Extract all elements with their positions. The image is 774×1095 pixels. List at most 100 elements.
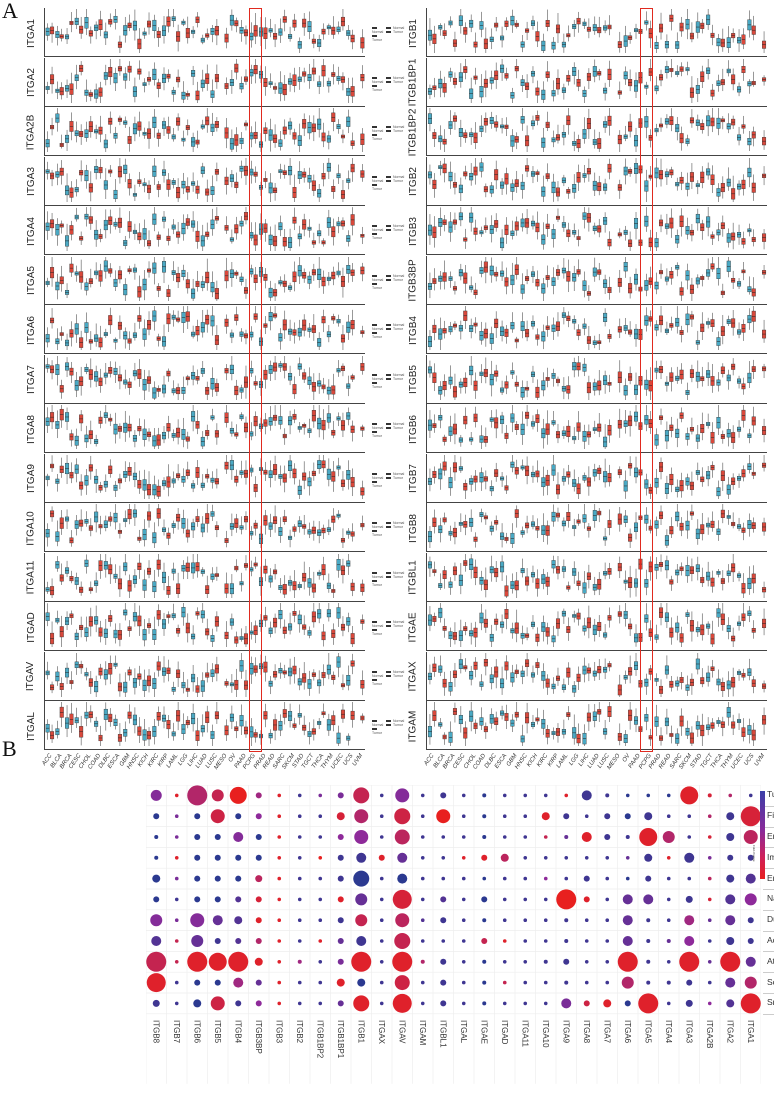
dot: [214, 854, 221, 861]
dot: [174, 793, 179, 798]
dot: [707, 814, 712, 818]
dot: [622, 915, 633, 926]
dot: [420, 856, 425, 860]
dot: [255, 792, 262, 799]
dot: [397, 852, 408, 863]
gene-label: ITGAM: [417, 1019, 427, 1046]
dot: [583, 1000, 590, 1007]
normal-tumor-legend: Normal Tumor: [372, 521, 383, 537]
dot: [543, 918, 548, 922]
dot: [621, 976, 634, 989]
dot: [500, 853, 509, 862]
dot: [666, 980, 671, 985]
boxplot-facet: ITGA10 Normal Tumor: [22, 501, 383, 555]
gene-label: ITGB5: [212, 1019, 222, 1043]
gene-label: ITGA9: [561, 1019, 571, 1043]
dot: [744, 893, 757, 906]
dot: [174, 856, 179, 860]
dot: [153, 896, 160, 903]
normal-tumor-legend: Normal Tumor: [372, 620, 383, 636]
normal-tumor-legend: Normal Tumor: [372, 373, 383, 389]
dot: [297, 793, 302, 798]
dot: [441, 856, 446, 860]
dot: [420, 793, 425, 798]
panel-b-label: B: [2, 736, 17, 761]
dot: [174, 876, 179, 881]
facet-gene-label: ITGB7: [407, 464, 419, 493]
dot: [502, 980, 507, 985]
boxplot-facet: ITGA8 Normal Tumor: [22, 402, 383, 456]
dot: [420, 918, 425, 922]
boxplot-facet: ITGA5 Normal Tumor: [22, 254, 383, 308]
row-separator: [763, 805, 774, 807]
dot: [482, 835, 487, 839]
cell-type-label: Fibroblast: [767, 810, 774, 821]
row-separator: [763, 868, 774, 870]
boxplot-facet: ITGA2B Normal Tumor: [22, 105, 383, 159]
cell-type-label: Acinar: [767, 935, 774, 945]
dot: [440, 917, 447, 924]
gene-label: ITGAD: [499, 1019, 509, 1045]
gene-label: ITGB4: [233, 1019, 243, 1043]
dot: [666, 1001, 671, 1006]
dot: [379, 814, 384, 818]
row-separator: [763, 972, 774, 974]
gene-label: ITGB1BP1: [335, 1019, 345, 1059]
dot: [543, 856, 548, 860]
dot: [318, 939, 323, 943]
facet-gene-label: ITGB4: [407, 315, 419, 345]
normal-tumor-legend: Normal Tumor: [386, 26, 404, 34]
dot: [743, 830, 758, 844]
dot: [563, 813, 570, 820]
boxplot-facet: ITGA4 Normal Tumor: [22, 204, 383, 258]
dot: [337, 854, 344, 861]
dot: [440, 792, 447, 799]
dot: [174, 835, 179, 839]
boxplot-facet: ITGB1BP1 Normal Tumor: [386, 56, 770, 110]
dot: [523, 856, 528, 860]
facet-gene-label: ITGA2: [25, 68, 37, 97]
boxplot-facet: ITGB1 Normal Tumor: [386, 6, 770, 60]
dot: [297, 814, 302, 818]
dot: [584, 939, 589, 943]
dot: [604, 834, 611, 840]
dot: [502, 918, 507, 922]
dot: [707, 876, 712, 881]
dot: [318, 960, 323, 964]
dot: [318, 876, 323, 881]
colorbar: [760, 791, 765, 879]
boxplot-facet: ITGAM Normal Tumor: [386, 699, 770, 753]
dot: [214, 979, 221, 986]
normal-tumor-legend: Normal Tumor: [386, 224, 404, 232]
dot: [523, 897, 528, 902]
boxplot-facet: ITGAE Normal Tumor: [386, 600, 770, 654]
normal-tumor-legend: Normal Tumor: [372, 422, 383, 438]
dot: [583, 896, 590, 903]
normal-tumor-legend: Normal Tumor: [372, 719, 383, 735]
dot: [440, 1000, 447, 1007]
gene-label: ITGB3: [274, 1019, 284, 1043]
dot: [644, 853, 653, 862]
dot: [420, 980, 425, 985]
facet-gene-label: ITGA1: [25, 18, 37, 48]
dot: [747, 938, 754, 944]
gene-label: ITGA3: [684, 1019, 694, 1043]
dot: [605, 960, 610, 964]
dot: [378, 854, 385, 861]
dot: [687, 814, 692, 818]
dot: [297, 1001, 302, 1006]
facet-gene-label: ITGB1BP2: [407, 108, 419, 156]
normal-tumor-legend: Normal Tumor: [372, 76, 383, 92]
dot: [440, 958, 447, 965]
dot: [543, 876, 548, 881]
gene-label: ITGAL: [458, 1019, 468, 1043]
dot: [482, 918, 487, 923]
dot: [523, 814, 528, 818]
dot: [174, 814, 179, 818]
facet-gene-label: ITGB3BP: [407, 259, 419, 302]
dot: [357, 978, 366, 987]
cancer-type-axis-labels: ACC BLCA BRCA CESC CHOL COAD DLBC ESCA GBM HNSC KI…: [42, 751, 364, 781]
dot: [625, 856, 630, 860]
dot: [297, 835, 302, 839]
dot: [502, 793, 507, 798]
